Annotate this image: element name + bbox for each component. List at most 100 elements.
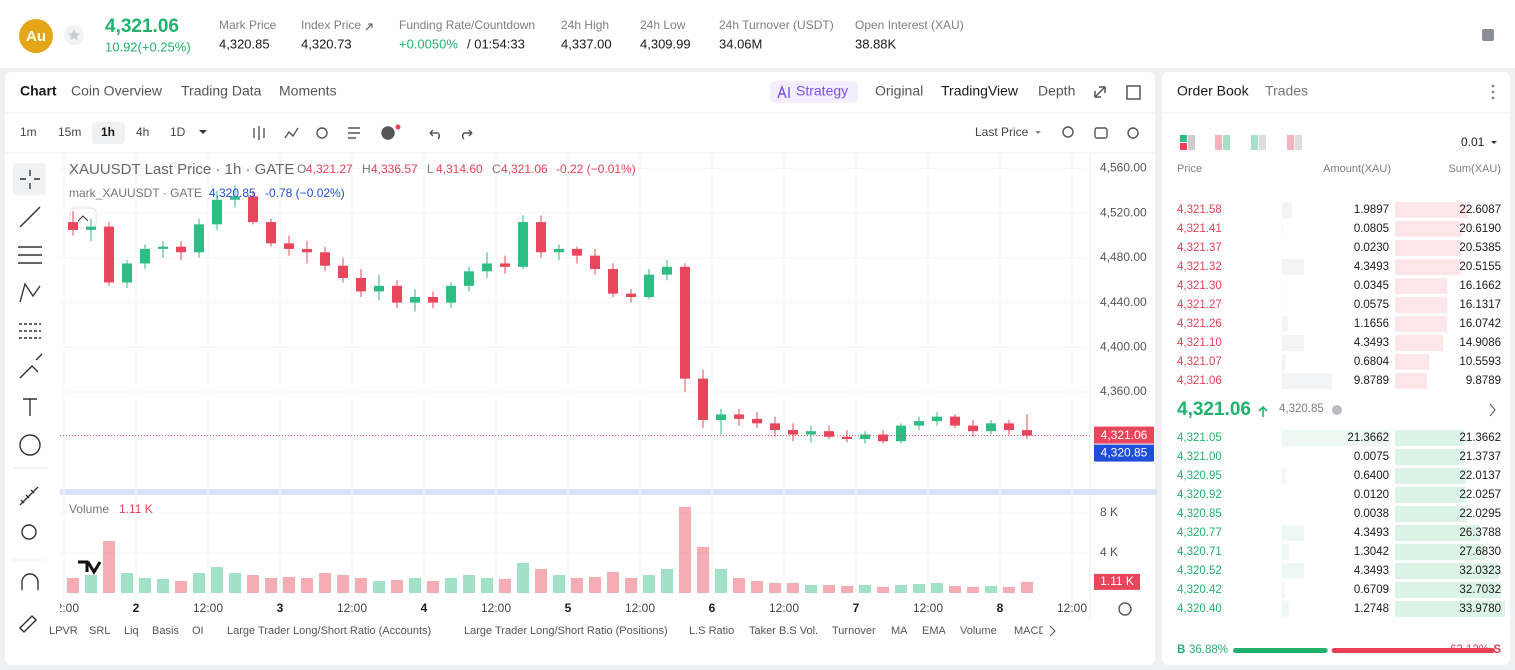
volume-bar bbox=[409, 578, 422, 593]
dropdown-caret[interactable] bbox=[199, 130, 207, 134]
tab[interactable]: Chart bbox=[20, 83, 57, 99]
crosshair-tool[interactable] bbox=[20, 170, 40, 189]
lock-tool[interactable] bbox=[19, 615, 37, 633]
candle-body bbox=[626, 293, 637, 298]
replay-icon[interactable] bbox=[316, 127, 328, 139]
dropdown-caret[interactable] bbox=[1491, 141, 1497, 144]
indicator[interactable]: Large Trader Long/Short Ratio (Positions… bbox=[464, 625, 668, 637]
tab[interactable]: Coin Overview bbox=[71, 83, 163, 99]
text-tool[interactable] bbox=[23, 398, 37, 416]
mode-both[interactable] bbox=[1180, 135, 1187, 142]
indicator[interactable]: LPVR bbox=[49, 625, 78, 637]
interval[interactable]: 4h bbox=[136, 125, 149, 139]
tab[interactable]: Moments bbox=[279, 83, 337, 99]
fib-tool[interactable] bbox=[19, 323, 41, 339]
brush-tool[interactable] bbox=[19, 353, 43, 379]
chevron[interactable] bbox=[1489, 403, 1496, 417]
pane-divider[interactable] bbox=[60, 489, 1157, 495]
volume-bar bbox=[337, 575, 350, 593]
more-indicators[interactable] bbox=[1049, 625, 1056, 637]
amount-bar bbox=[1282, 601, 1289, 617]
amount-bar bbox=[1282, 582, 1286, 598]
indicator[interactable]: Volume bbox=[960, 625, 997, 637]
ob-header: Amount(XAU) bbox=[1323, 163, 1391, 175]
buy-ratio-bar bbox=[1233, 648, 1328, 653]
interval[interactable]: 15m bbox=[58, 125, 81, 139]
emoji-tool[interactable] bbox=[19, 434, 41, 456]
indicator[interactable]: EMA bbox=[922, 625, 947, 637]
fullscreen-icon[interactable] bbox=[1094, 86, 1106, 98]
indicator[interactable]: OI bbox=[192, 625, 204, 637]
volume-bar bbox=[931, 583, 944, 593]
tab[interactable]: Trading Data bbox=[181, 83, 262, 99]
candle-body bbox=[752, 418, 763, 424]
indicator[interactable]: MA bbox=[891, 625, 908, 637]
mode-split[interactable] bbox=[1215, 135, 1222, 150]
precision[interactable]: 0.01 bbox=[1461, 135, 1485, 149]
sum-bar bbox=[1395, 221, 1462, 237]
plot-area: 12:00 2 12:00 3 12:00 4 12:00 5 12:00 6 12:00 7 12:0… bbox=[49, 155, 1090, 615]
candle-type-icon[interactable] bbox=[253, 126, 265, 140]
view-tab[interactable]: TradingView bbox=[941, 83, 1019, 99]
redo-icon[interactable] bbox=[462, 129, 473, 140]
indicator[interactable]: SRL bbox=[89, 625, 110, 637]
axis-settings-icon[interactable] bbox=[1118, 602, 1132, 616]
more-menu[interactable] bbox=[1491, 84, 1495, 100]
layout-icon[interactable] bbox=[1126, 85, 1141, 100]
volume-bar bbox=[463, 575, 476, 593]
candle-body bbox=[284, 243, 295, 249]
magnet-tool[interactable] bbox=[21, 573, 39, 590]
view-tab[interactable]: Strategy bbox=[796, 83, 848, 99]
external-link-icon[interactable] bbox=[365, 23, 373, 31]
interval[interactable]: 1h bbox=[101, 125, 115, 139]
dropdown-caret[interactable] bbox=[1035, 131, 1041, 134]
template-icon[interactable] bbox=[348, 127, 360, 139]
mark-value: 4,320.85 bbox=[209, 186, 256, 200]
ob-tab[interactable]: Order Book bbox=[1177, 83, 1250, 99]
indicator[interactable]: Taker B.S Vol. bbox=[749, 625, 818, 637]
ob-sum: 21.3662 bbox=[1459, 432, 1501, 444]
x-tick-label: 12:00 bbox=[49, 601, 79, 615]
add-icon[interactable] bbox=[381, 126, 395, 140]
undo-icon[interactable] bbox=[429, 129, 440, 140]
indicator-icon[interactable] bbox=[284, 127, 299, 139]
ob-sum: 26.3788 bbox=[1459, 527, 1501, 539]
indicator[interactable]: Liq bbox=[124, 625, 139, 637]
volume-bar bbox=[121, 573, 134, 593]
indicator[interactable]: Large Trader Long/Short Ratio (Accounts) bbox=[227, 625, 431, 637]
mark-title: mark_XAUUSDT · GATE bbox=[69, 186, 202, 200]
channel-tool[interactable] bbox=[18, 246, 42, 264]
view-tab[interactable]: Original bbox=[875, 83, 923, 99]
strategy-button[interactable] bbox=[770, 81, 858, 103]
volume-bar bbox=[805, 585, 818, 593]
indicator[interactable]: L.S Ratio bbox=[689, 625, 734, 637]
indicator[interactable]: MACD bbox=[1014, 625, 1046, 637]
zoom-tool[interactable] bbox=[21, 524, 37, 540]
search-icon[interactable] bbox=[1062, 126, 1074, 138]
camera-icon[interactable] bbox=[1094, 127, 1108, 139]
price-change: 10.92(+0.25%) bbox=[105, 39, 191, 54]
interval[interactable]: 1m bbox=[20, 125, 37, 139]
coin-symbol: Au bbox=[26, 28, 46, 45]
line-tool[interactable] bbox=[19, 206, 41, 228]
ob-price: 4,321.27 bbox=[1177, 299, 1222, 311]
view-tab[interactable]: Depth bbox=[1038, 83, 1075, 99]
note-icon[interactable] bbox=[1482, 29, 1494, 41]
ob-amount: 21.3662 bbox=[1347, 432, 1389, 444]
candle-body bbox=[230, 196, 241, 200]
indicator[interactable]: Basis bbox=[152, 625, 179, 637]
ob-amount: 4.3493 bbox=[1354, 527, 1389, 539]
mode-bids[interactable] bbox=[1251, 135, 1258, 150]
price-source[interactable]: Last Price bbox=[975, 125, 1029, 139]
volume-bar bbox=[283, 577, 296, 593]
indicator[interactable]: Turnover bbox=[832, 625, 876, 637]
ruler-tool[interactable] bbox=[19, 486, 39, 506]
buy-label: B bbox=[1177, 644, 1185, 656]
volume-bar bbox=[247, 575, 260, 593]
mode-asks[interactable] bbox=[1287, 135, 1294, 150]
ob-tab[interactable]: Trades bbox=[1265, 83, 1308, 99]
interval[interactable]: 1D bbox=[170, 125, 186, 139]
pattern-tool[interactable] bbox=[19, 282, 41, 303]
stat-label: Mark Price bbox=[219, 18, 277, 32]
settings-icon[interactable] bbox=[1127, 127, 1139, 139]
